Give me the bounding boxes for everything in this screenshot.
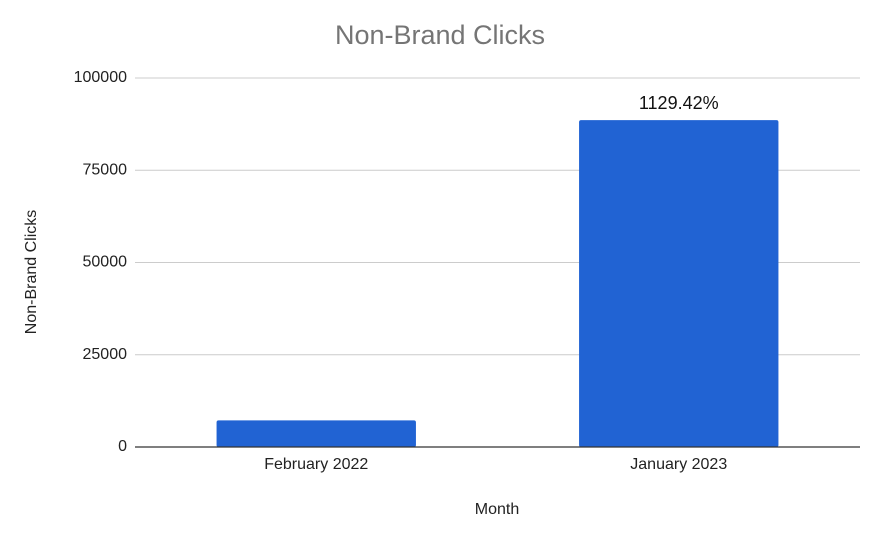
y-axis-label: Non-Brand Clicks: [23, 210, 40, 334]
bar: [579, 120, 779, 447]
x-tick-label: January 2023: [630, 456, 727, 473]
chart-title: Non-Brand Clicks: [335, 20, 545, 50]
x-axis-label: Month: [475, 501, 519, 518]
bar: [216, 420, 416, 447]
y-tick-label: 25000: [83, 346, 128, 363]
y-tick-label: 50000: [83, 254, 128, 271]
x-tick-label: February 2022: [264, 456, 368, 473]
y-tick-label: 75000: [83, 161, 128, 178]
y-tick-label: 100000: [74, 69, 127, 86]
y-tick-label: 0: [118, 438, 127, 455]
bar-annotation: 1129.42%: [639, 93, 719, 113]
